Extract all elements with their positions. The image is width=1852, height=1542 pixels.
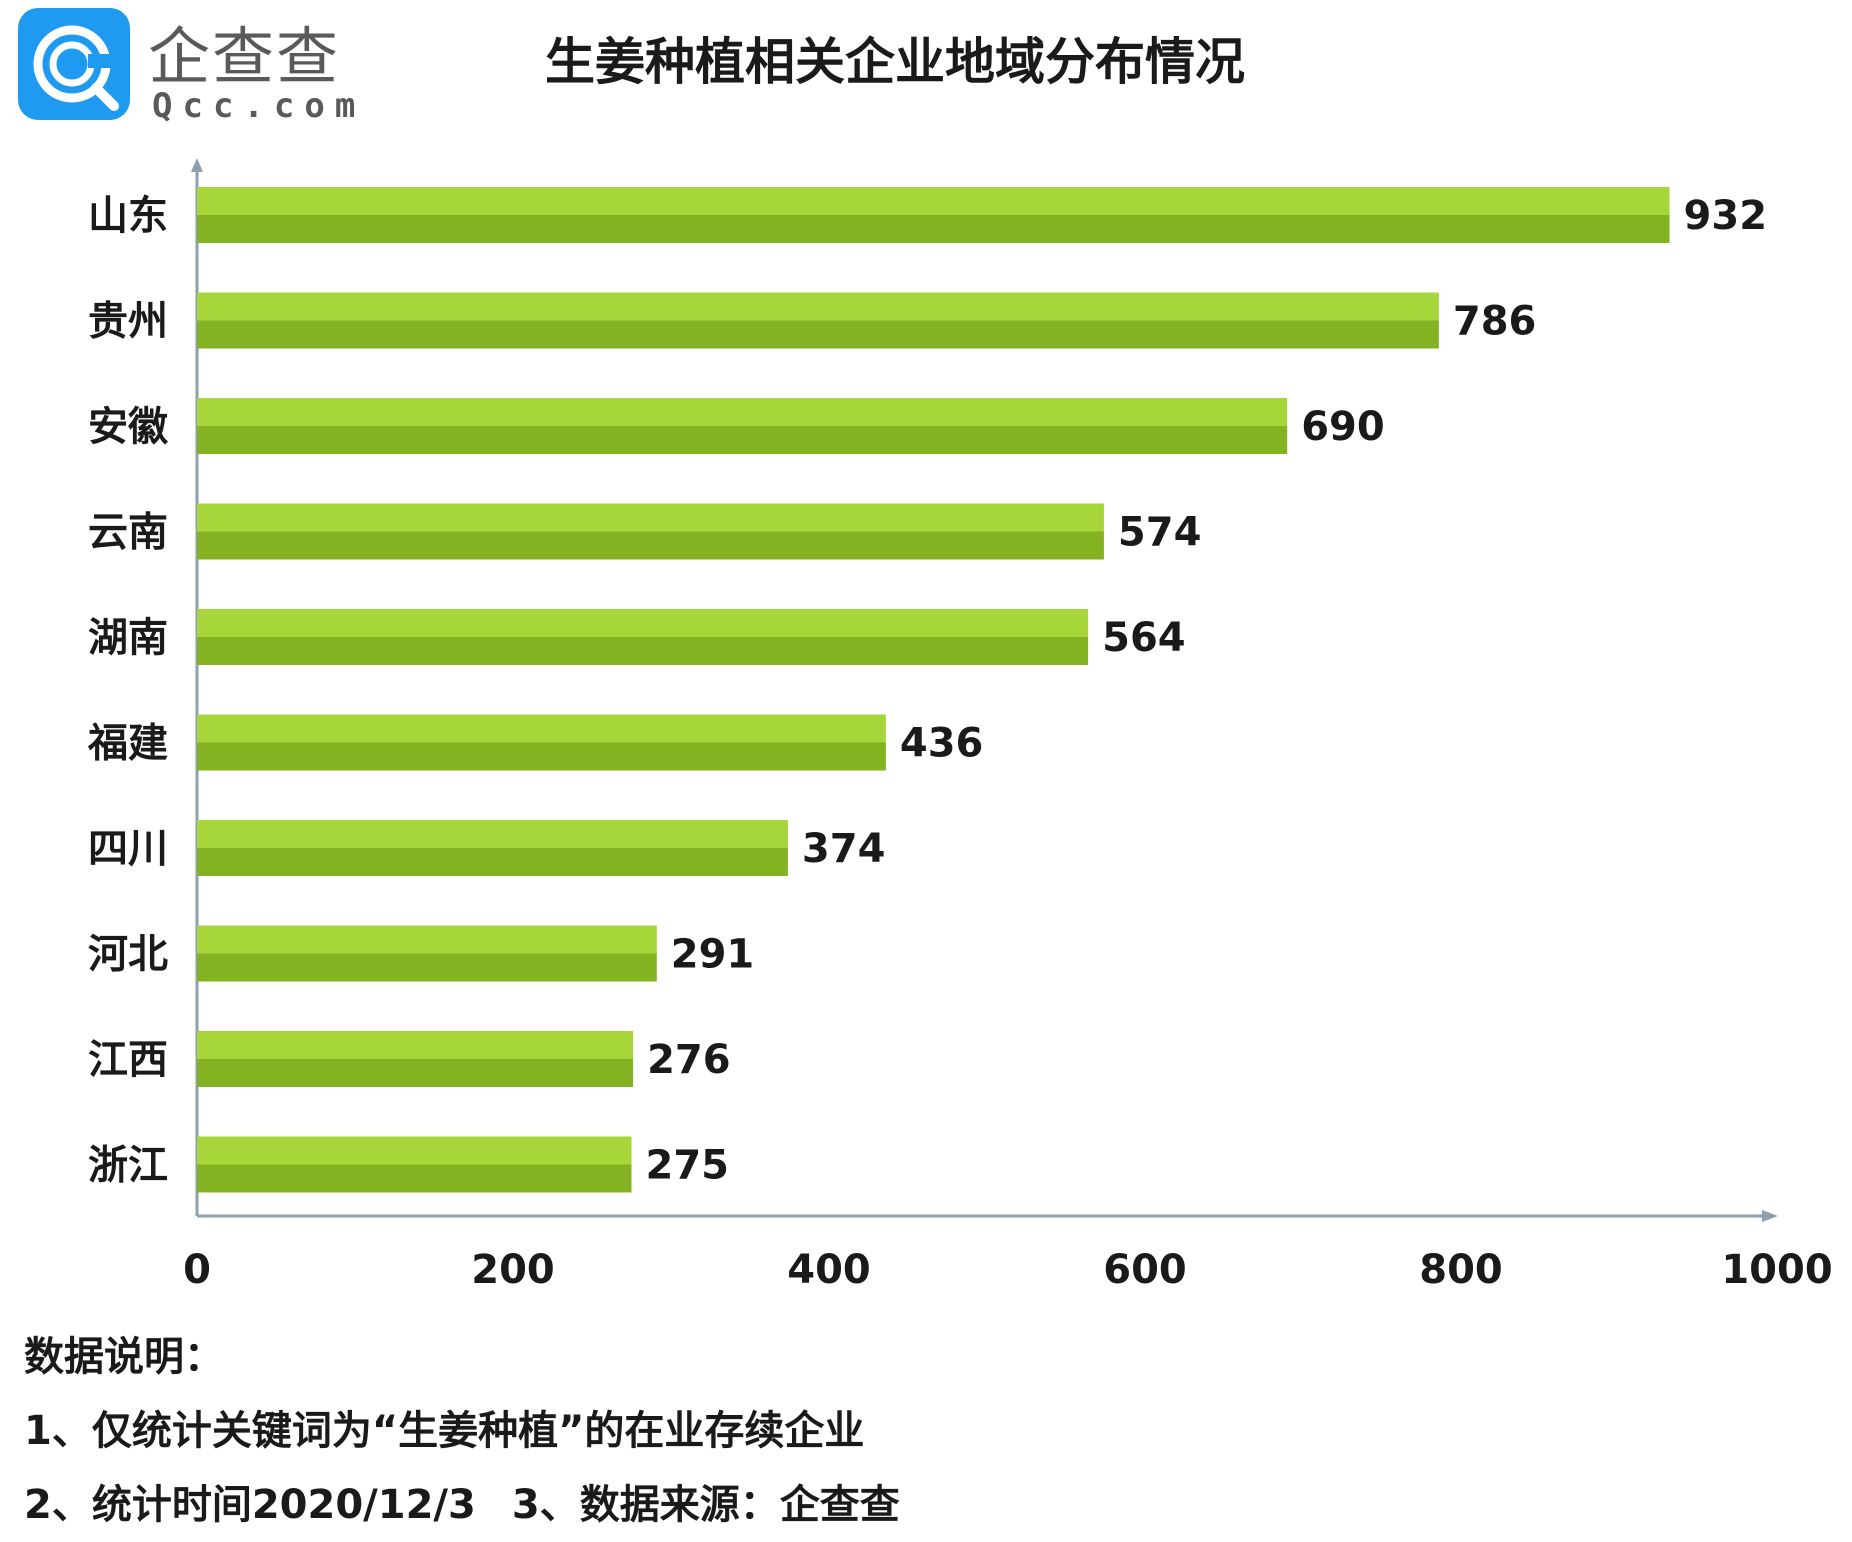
value-label: 374 [802,826,886,872]
bar-bottom-half [197,215,1670,243]
value-label: 564 [1102,615,1186,661]
value-label: 291 [671,932,755,978]
bar-top-half [197,1031,634,1059]
chart-title: 生姜种植相关企业地域分布情况 [545,33,1245,91]
bar-top-half [197,398,1288,426]
x-tick-label: 0 [183,1247,211,1293]
value-label: 275 [646,1143,730,1189]
qcc-logo-icon [18,8,130,120]
bar-chart: 山东 932 贵州 786 安徽 690 云南 574 湖南 564 福建 436 四川 374 河北 291… [87,158,1833,1293]
category-label: 云南 [88,510,168,556]
bar-1 [197,187,1670,243]
bar-top-half [197,925,657,954]
notes-heading: 数据说明： [24,1334,224,1380]
x-tick-label: 800 [1419,1247,1503,1293]
bar-bottom-half [197,531,1104,560]
bar-top-half [197,609,1089,637]
bar-top-half [197,1136,632,1165]
bar-bottom-half [197,426,1288,454]
bar-7 [197,820,788,876]
data-notes: 数据说明： 1、仅统计关键词为“生姜种植”的在业存续企业 2、统计时间2020/… [24,1320,900,1542]
bar-top-half [197,187,1670,215]
category-label: 四川 [88,826,168,872]
category-label: 安徽 [88,404,169,450]
value-label: 436 [900,721,984,767]
x-tick-label: 200 [471,1247,555,1293]
bar-top-half [197,292,1439,321]
y-axis-arrow [191,158,203,172]
brand-name: 企查查 [148,20,341,93]
bar-bottom-half [197,953,657,982]
value-label: 276 [647,1037,731,1083]
bar-bottom-half [197,848,788,876]
bar-9 [197,1031,634,1087]
bar-bottom-half [197,1164,632,1193]
brand-logo: 企查查 Qcc.com [18,8,378,128]
category-label: 福建 [87,721,168,767]
bar-bottom-half [197,637,1089,665]
category-label: 河北 [88,932,168,978]
bar-top-half [197,820,788,848]
category-label: 湖南 [88,615,168,661]
bar-2 [197,292,1439,349]
notes-line-2: 2、统计时间2020/12/3 3、数据来源：企查查 [24,1468,900,1542]
value-label: 690 [1301,404,1385,450]
x-tick-label: 600 [1103,1247,1187,1293]
notes-line-1: 1、仅统计关键词为“生姜种植”的在业存续企业 [24,1408,865,1454]
x-tick-label: 1000 [1721,1247,1832,1293]
bar-top-half [197,503,1104,532]
value-label: 932 [1684,193,1768,239]
category-label: 山东 [88,193,168,239]
category-label: 浙江 [88,1143,168,1189]
value-label: 574 [1118,510,1202,556]
notes-line-2-time: 2、统计时间2020/12/3 [24,1482,476,1528]
bar-10 [197,1136,632,1193]
bar-top-half [197,714,886,743]
x-axis-arrow [1762,1210,1778,1222]
bar-8 [197,925,657,982]
notes-line-2-source: 3、数据来源：企查查 [511,1482,900,1528]
value-label: 786 [1453,299,1537,345]
bar-bottom-half [197,320,1439,349]
bar-3 [197,398,1288,454]
category-label: 江西 [88,1037,168,1083]
bar-bottom-half [197,1059,634,1087]
bar-5 [197,609,1089,665]
bar-bottom-half [197,742,886,771]
bar-6 [197,714,886,771]
bar-4 [197,503,1104,560]
x-tick-label: 400 [787,1247,871,1293]
category-label: 贵州 [88,299,168,345]
brand-domain: Qcc.com [152,86,366,126]
